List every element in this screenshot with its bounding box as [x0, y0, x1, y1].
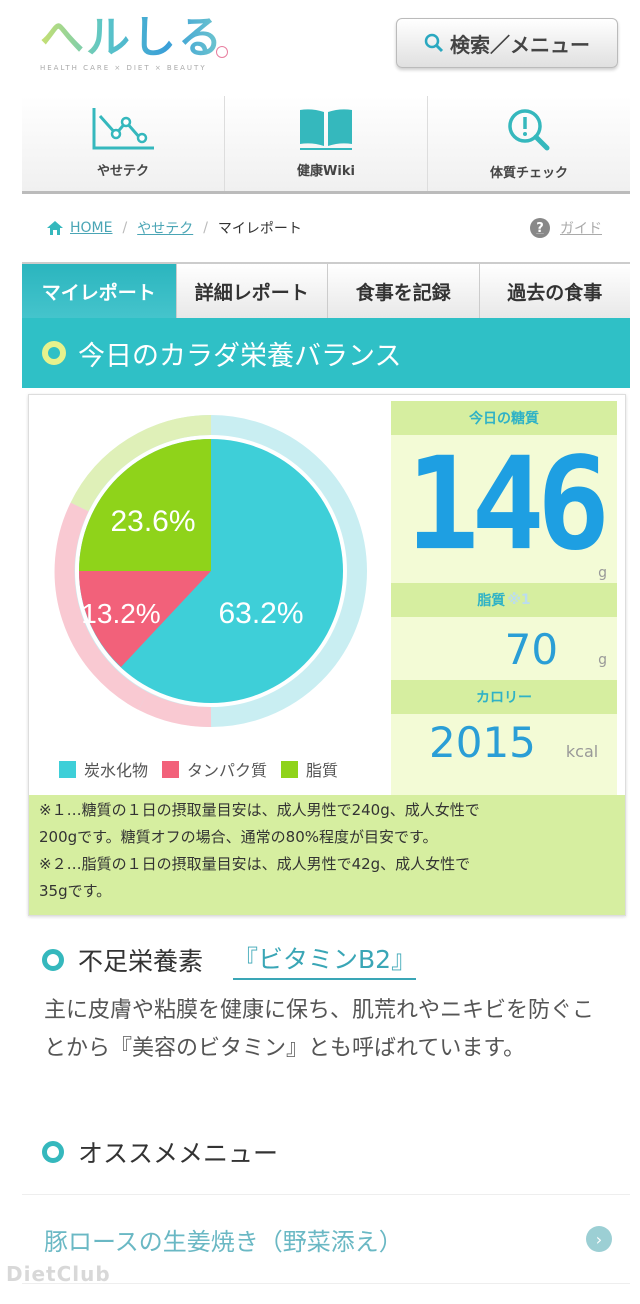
legend-label: 炭水化物	[84, 761, 149, 780]
legend-fat: 脂質	[281, 757, 338, 781]
breadcrumb-separator: /	[203, 220, 208, 236]
nutrient-link[interactable]: 『ビタミンB2』	[233, 940, 417, 980]
guide-label: ガイド	[560, 221, 602, 237]
ring-bullet-icon	[42, 949, 64, 971]
watermark: DietClub	[6, 1262, 111, 1286]
logo-tagline: HEALTH CARE × DIET × BEAUTY	[40, 64, 207, 72]
recommend-heading: オススメメニュー	[42, 1134, 278, 1170]
fat-note: ※1	[507, 592, 531, 608]
search-menu-button[interactable]: 検索／メニュー	[396, 18, 618, 68]
deficiency-heading: 不足栄養素 『ビタミンB2』	[42, 940, 417, 980]
footnotes: ※１…糖質の１日の摂取量目安は、成人男性で240g、成人女性で 200gです。糖…	[29, 795, 625, 915]
recommend-item-label: 豚ロースの生姜焼き（野菜添え）	[44, 1227, 403, 1256]
recommend-item[interactable]: 豚ロースの生姜焼き（野菜添え） ›	[22, 1194, 630, 1284]
pie-chart: 63.2% 13.2% 23.6% 炭水化物 タンパク質 脂質	[35, 401, 393, 791]
chevron-right-icon: ›	[586, 1226, 612, 1252]
fat-value: 70	[504, 625, 559, 674]
home-icon	[47, 221, 63, 235]
stats-column: 今日の糖質 146 g 脂質 ※1 70 g カロリー 2015 kcal	[391, 401, 617, 795]
tab-detail-report[interactable]: 詳細レポート	[176, 264, 328, 318]
carb-percent: 63.2%	[218, 597, 303, 630]
footnote-line: ※１…糖質の１日の摂取量目安は、成人男性で240g、成人女性で	[39, 801, 480, 819]
section-title: 今日のカラダ栄養バランス	[78, 340, 402, 372]
line-chart-icon	[92, 108, 154, 150]
cal-unit: kcal	[565, 742, 599, 761]
cal-row: 2015 kcal	[391, 718, 617, 767]
fat-unit: g	[598, 652, 607, 668]
legend-swatch	[162, 760, 180, 778]
breadcrumb-yasetech[interactable]: やせテク	[137, 221, 194, 237]
carb-header: 今日の糖質	[391, 401, 617, 435]
tab-past-meals[interactable]: 過去の食事	[479, 264, 630, 318]
legend-label: タンパク質	[187, 761, 268, 780]
legend-swatch	[59, 760, 76, 778]
breadcrumb-home[interactable]: HOME	[70, 220, 113, 236]
recommend-label: オススメメニュー	[78, 1139, 279, 1168]
tab-record-meal[interactable]: 食事を記録	[328, 264, 480, 318]
ring-bullet-icon	[42, 341, 66, 365]
legend-protein: タンパク質	[162, 757, 267, 781]
guide-link[interactable]: ? ガイド	[530, 218, 602, 238]
deficiency-label: 不足栄養素	[78, 947, 204, 976]
nutrition-panel: 63.2% 13.2% 23.6% 炭水化物 タンパク質 脂質 今日の糖質 14…	[28, 394, 626, 916]
header: へルしる HEALTH CARE × DIET × BEAUTY 検索／メニュー	[0, 0, 640, 90]
nav-label: 健康Wiki	[297, 164, 355, 179]
report-tabs: マイレポート 詳細レポート 食事を記録 過去の食事	[22, 262, 630, 318]
carb-value: 146	[405, 429, 610, 579]
nav-label: やせテク	[96, 164, 149, 179]
legend-carb: 炭水化物	[59, 757, 148, 781]
pie-chart-svg: 63.2% 13.2% 23.6%	[54, 414, 367, 728]
nav-item-yasetech[interactable]: やせテク	[22, 96, 225, 191]
deficiency-description: 主に皮膚や粘膜を健康に保ち、肌荒れやニキビを防ぐことから『美容のビタミン』とも呼…	[44, 998, 595, 1061]
open-book-icon	[300, 109, 352, 150]
tab-my-report[interactable]: マイレポート	[22, 264, 177, 318]
nav-label: 体質チェック	[489, 166, 568, 181]
protein-percent: 13.2%	[81, 598, 160, 629]
search-menu-label: 検索／メニュー	[450, 32, 590, 57]
help-icon: ?	[530, 218, 550, 238]
fat-percent: 23.6%	[110, 505, 195, 538]
fat-header-label: 脂質	[477, 593, 506, 609]
main-nav: やせテク 健康Wiki 体質チェック	[22, 96, 630, 194]
footnote-line: ※２…脂質の１日の摂取量目安は、成人男性で42g、成人女性で	[39, 855, 471, 873]
magnifier-exclamation-icon	[508, 109, 550, 151]
footnote-line: 200gです。糖質オフの場合、通常の80%程度が目安です。	[39, 828, 438, 846]
site-logo[interactable]: へルしる HEALTH CARE × DIET × BEAUTY	[40, 14, 230, 76]
heart-icon	[216, 46, 228, 58]
ring-bullet-icon	[42, 1141, 64, 1163]
breadcrumb-separator: /	[122, 220, 128, 236]
breadcrumb: HOME / やせテク / マイレポート ? ガイド	[22, 200, 630, 256]
legend-swatch	[281, 760, 299, 778]
search-icon	[424, 33, 444, 53]
fat-row: 70 g	[391, 617, 617, 674]
legend-label: 脂質	[306, 761, 339, 780]
footnote-line: 35gです。	[39, 882, 112, 900]
nav-item-wiki[interactable]: 健康Wiki	[225, 96, 428, 191]
section-header: 今日のカラダ栄養バランス	[22, 318, 630, 388]
chart-legend: 炭水化物 タンパク質 脂質	[59, 757, 352, 781]
cal-header: カロリー	[391, 680, 617, 714]
logo-text: へルしる	[40, 14, 230, 62]
fat-header: 脂質 ※1	[391, 583, 617, 617]
cal-value: 2015	[429, 718, 536, 767]
breadcrumb-current: マイレポート	[217, 221, 302, 237]
nav-item-check[interactable]: 体質チェック	[428, 96, 630, 191]
carb-unit: g	[598, 565, 607, 581]
